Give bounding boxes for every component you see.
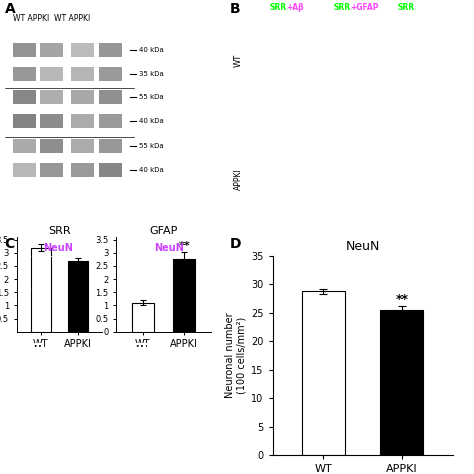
- Bar: [72, 139, 94, 153]
- Bar: [40, 139, 63, 153]
- Text: **: **: [178, 241, 190, 251]
- Title: GFAP: GFAP: [149, 226, 178, 236]
- Text: +Aβ: +Aβ: [286, 3, 304, 12]
- Text: APPKI: APPKI: [234, 168, 243, 190]
- Bar: [13, 114, 36, 128]
- Bar: [13, 67, 36, 81]
- Bar: [380, 310, 423, 455]
- Bar: [40, 114, 63, 128]
- Bar: [72, 163, 94, 177]
- Text: D: D: [230, 237, 241, 251]
- Bar: [30, 247, 51, 332]
- Text: 40 kDa: 40 kDa: [139, 47, 164, 53]
- Text: B: B: [230, 2, 240, 17]
- Bar: [302, 291, 345, 455]
- Bar: [72, 114, 94, 128]
- Bar: [40, 163, 63, 177]
- Text: SRR: SRR: [397, 3, 414, 12]
- Text: WT: WT: [234, 54, 243, 67]
- Bar: [13, 139, 36, 153]
- Bar: [72, 43, 94, 57]
- Text: +GFAP: +GFAP: [350, 3, 379, 12]
- Bar: [68, 261, 88, 332]
- Bar: [173, 259, 195, 332]
- Bar: [99, 114, 121, 128]
- Bar: [13, 163, 36, 177]
- Bar: [72, 90, 94, 104]
- Bar: [99, 90, 121, 104]
- Bar: [132, 303, 154, 332]
- Title: NeuN: NeuN: [346, 240, 380, 254]
- Text: NeuN: NeuN: [155, 243, 184, 253]
- Text: C: C: [5, 237, 15, 251]
- Text: 55 kDa: 55 kDa: [139, 94, 164, 100]
- Text: SRR: SRR: [269, 3, 286, 12]
- Bar: [99, 139, 121, 153]
- Bar: [13, 90, 36, 104]
- Text: 40 kDa: 40 kDa: [139, 167, 164, 173]
- Bar: [72, 67, 94, 81]
- Text: 35 kDa: 35 kDa: [139, 71, 164, 77]
- Title: SRR: SRR: [48, 226, 71, 236]
- Text: WT APPKI  WT APPKI: WT APPKI WT APPKI: [13, 14, 91, 23]
- Text: **: **: [395, 293, 408, 306]
- Text: 40 kDa: 40 kDa: [139, 118, 164, 124]
- Text: NeuN: NeuN: [43, 243, 73, 253]
- Bar: [40, 43, 63, 57]
- Text: SRR: SRR: [333, 3, 350, 12]
- Bar: [99, 43, 121, 57]
- Bar: [13, 43, 36, 57]
- Bar: [40, 67, 63, 81]
- Y-axis label: Neuronal number
(100 cells/mm²): Neuronal number (100 cells/mm²): [225, 313, 247, 398]
- Bar: [99, 67, 121, 81]
- Text: 55 kDa: 55 kDa: [139, 143, 164, 149]
- Bar: [40, 90, 63, 104]
- Bar: [99, 163, 121, 177]
- Text: A: A: [5, 2, 16, 17]
